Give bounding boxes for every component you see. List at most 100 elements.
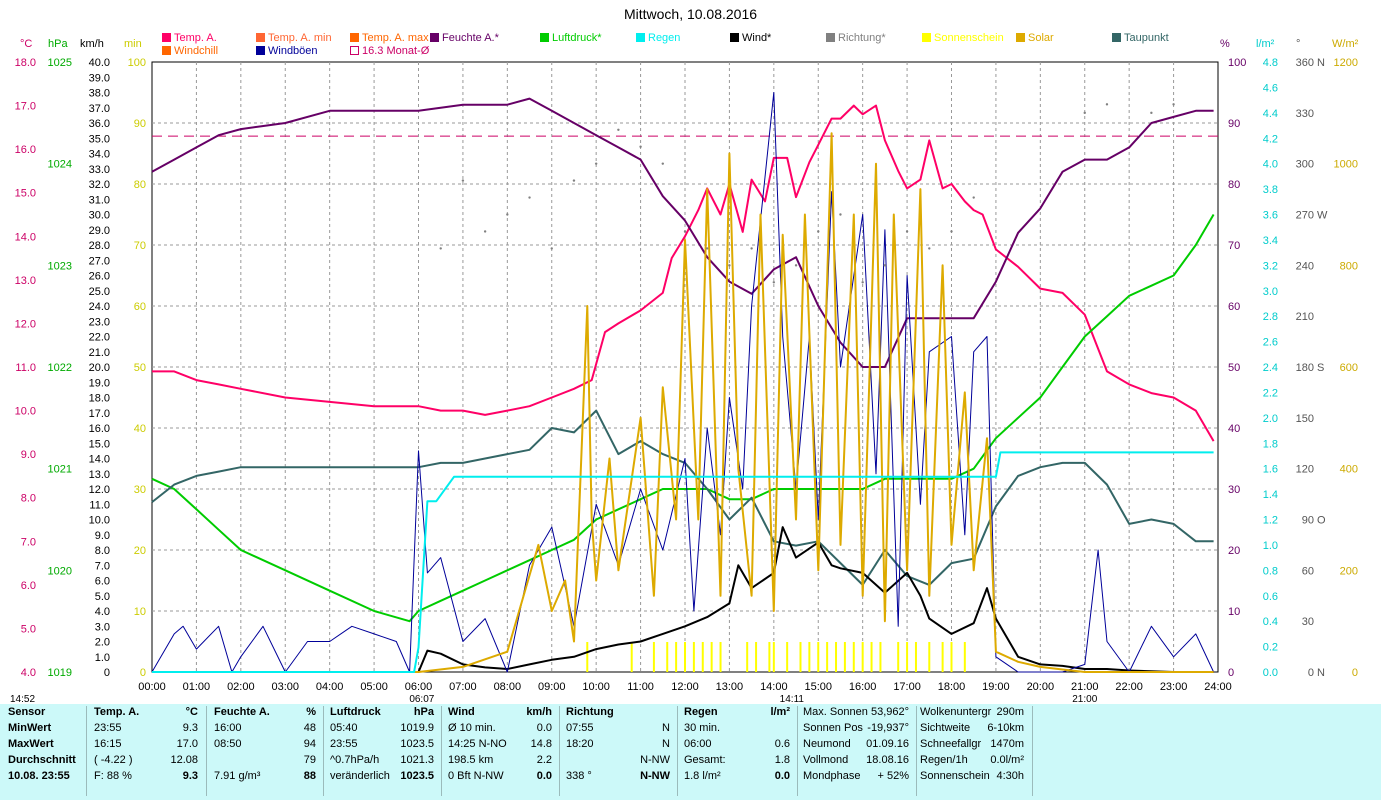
- x-tick-label: 13:00: [716, 681, 744, 693]
- legend-swatch: [430, 33, 439, 42]
- y-tick-rain_lm2: 0.8: [1263, 565, 1278, 577]
- y-tick-wind_kmh: 30.0: [89, 210, 110, 222]
- y-tick-wind_kmh: 8.0: [95, 545, 110, 557]
- direction-point: [706, 247, 709, 250]
- legend-label: Regen: [648, 32, 681, 44]
- y-tick-rain_lm2: 1.6: [1263, 464, 1278, 476]
- temp-column: Temp. A. °C 23:55 9.3 16:15 17.0 ( -4.22 ) 1…: [94, 704, 202, 800]
- rain-day-sum: 1.8 l/m²: [684, 770, 721, 782]
- y-tick-wind_kmh: 1.0: [95, 652, 110, 664]
- header-temp-unit: °C: [185, 706, 198, 718]
- y-tick-wind_kmh: 36.0: [89, 118, 110, 130]
- direction-point: [794, 264, 798, 267]
- direction-point: [1172, 103, 1175, 106]
- y-tick-temp_c: 11.0: [15, 362, 36, 374]
- y-tick-rain_lm2: 4.0: [1263, 159, 1278, 171]
- direction-max-value: N: [662, 738, 670, 750]
- pressure-trend: ^0.7hPa/h: [330, 754, 380, 766]
- y-tick-humidity_pct: 90: [1228, 118, 1240, 130]
- legend-item: Wind*: [730, 32, 771, 44]
- y-tick-wind_kmh: 0: [104, 667, 110, 679]
- legend-item: Temp. A. max: [350, 32, 429, 44]
- y-tick-solar_wm2: 400: [1340, 464, 1358, 476]
- y-tick-direction_deg: 180: [1296, 362, 1314, 374]
- direction-column: Richtung 07:55 N 18:20 N N-NW 338 ° N-NW: [566, 704, 674, 800]
- direction-point: [594, 162, 598, 165]
- legend-label: Temp. A.: [174, 32, 217, 44]
- header-wind-unit: km/h: [526, 706, 552, 718]
- direction-point: [550, 247, 553, 250]
- y-tick-rain_lm2: 4.2: [1263, 133, 1278, 145]
- rain-1h-label: Regen/1h: [920, 754, 968, 766]
- now-marker: 14:52: [10, 694, 35, 704]
- legend-label: Taupunkt: [1124, 32, 1169, 44]
- y-tick-humidity_pct: 0: [1228, 667, 1234, 679]
- y-tick-wind_kmh: 19.0: [89, 377, 110, 389]
- x-tick-label: 21:00: [1071, 681, 1099, 693]
- y-tick-sun_min: 70: [134, 240, 146, 252]
- visibility-value: 6-10km: [987, 722, 1024, 734]
- y-tick-wind_kmh: 29.0: [89, 225, 110, 237]
- legend-label: Luftdruck*: [552, 32, 602, 44]
- sunshine-value: 4:30h: [996, 770, 1024, 782]
- x-tick-label: 22:00: [1115, 681, 1143, 693]
- row-label-min: MinWert: [8, 722, 52, 734]
- x-tick-label: 07:00: [449, 681, 477, 693]
- pressure-min-time: 05:40: [330, 722, 358, 734]
- rain-column: Regen l/m² 30 min. 06:00 0.6 Gesamt: 1.8 1.…: [684, 704, 794, 800]
- y-tick-direction_deg: 330: [1296, 108, 1314, 120]
- direction-point: [461, 179, 465, 182]
- legend-swatch: [256, 46, 265, 55]
- y-tick-humidity_pct: 20: [1228, 545, 1240, 557]
- sensor-column: Sensor MinWert MaxWert Durchschnitt 10.0…: [8, 704, 84, 800]
- y-tick-rain_lm2: 2.4: [1263, 362, 1278, 374]
- y-tick-sun_min: 80: [134, 179, 146, 191]
- direction-point: [1105, 103, 1109, 106]
- x-tick-label: 17:00: [893, 681, 921, 693]
- y-tick-rain_lm2: 4.4: [1263, 108, 1278, 120]
- legend-item: Windböen: [256, 45, 318, 57]
- legend-label: Windchill: [174, 45, 219, 57]
- rain-1h-value: 0.0l/m²: [990, 754, 1024, 766]
- sunset-marker: 21:00: [1072, 694, 1097, 704]
- direction-point: [928, 247, 931, 250]
- moon-phase-value: + 52%: [877, 770, 910, 782]
- direction-point: [728, 264, 731, 267]
- wind-max-time: 14:25 N-NO: [448, 738, 507, 750]
- y-tick-wind_kmh: 31.0: [89, 194, 110, 206]
- y-tick-rain_lm2: 2.6: [1263, 337, 1278, 349]
- legend-item: Taupunkt: [1112, 32, 1169, 44]
- y-tick-temp_c: 15.0: [15, 188, 36, 200]
- compass-label: N: [1317, 57, 1325, 69]
- humidity-current-note: 7.91 g/m³: [214, 770, 261, 782]
- direction-max-time: 18:20: [566, 738, 594, 750]
- y-tick-solar_wm2: 600: [1340, 362, 1358, 374]
- rain-current-value: 0.0: [774, 770, 790, 782]
- y-tick-wind_kmh: 7.0: [95, 560, 110, 572]
- x-tick-label: 08:00: [494, 681, 522, 693]
- y-tick-rain_lm2: 1.0: [1263, 540, 1278, 552]
- y-tick-wind_kmh: 15.0: [89, 438, 110, 450]
- series-luftdruck: [151, 213, 1215, 623]
- y-tick-sun_min: 40: [134, 423, 146, 435]
- direction-point: [572, 179, 576, 182]
- x-tick-label: 16:00: [849, 681, 877, 693]
- legend-label: Temp. A. max: [362, 32, 429, 44]
- y-tick-temp_c: 4.0: [21, 667, 36, 679]
- legend-swatch: [922, 33, 931, 42]
- rain-total-label: Gesamt:: [684, 754, 726, 766]
- y-tick-wind_kmh: 40.0: [89, 57, 110, 69]
- pressure-current-value: 1023.5: [400, 770, 434, 782]
- legend-item: Luftdruck*: [540, 32, 602, 44]
- y-tick-direction_deg: 150: [1296, 413, 1314, 425]
- y-tick-pressure_hpa: 1023: [48, 260, 72, 272]
- pressure-avg-value: 1021.3: [400, 754, 434, 766]
- row-label-max: MaxWert: [8, 738, 54, 750]
- y-tick-wind_kmh: 17.0: [89, 408, 110, 420]
- compass-label: N: [1317, 667, 1325, 679]
- direction-point: [617, 128, 620, 131]
- legend-swatch: [1112, 33, 1121, 42]
- y-tick-wind_kmh: 26.0: [89, 271, 110, 283]
- x-tick-label: 09:00: [538, 681, 566, 693]
- y-tick-humidity_pct: 100: [1228, 57, 1246, 69]
